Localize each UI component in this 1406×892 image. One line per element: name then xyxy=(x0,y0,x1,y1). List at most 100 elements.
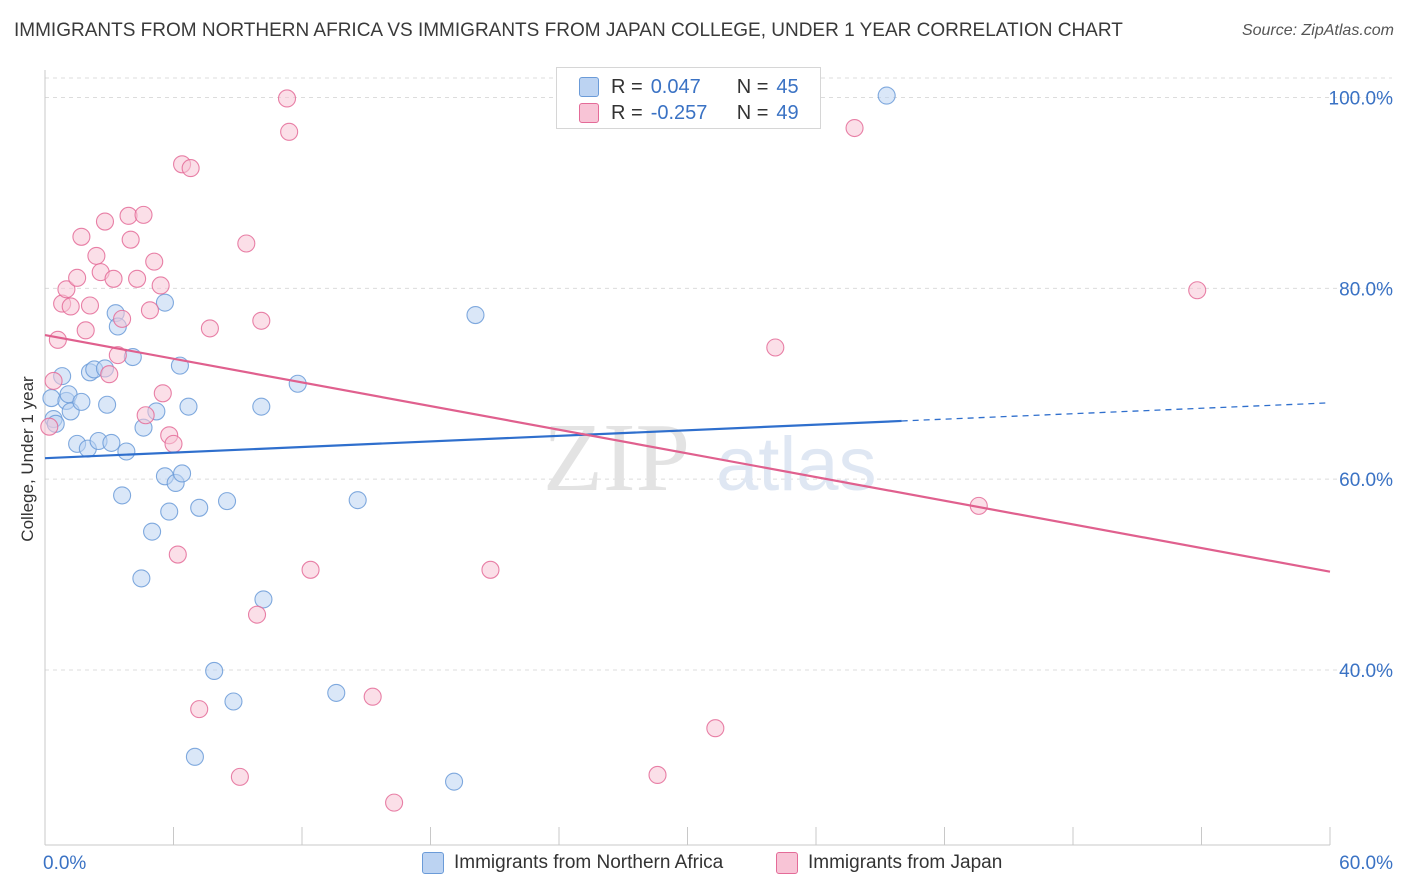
data-point xyxy=(363,687,382,706)
data-point xyxy=(185,747,204,766)
x-tick-labels: 0.0% 60.0% xyxy=(43,853,1393,874)
data-point xyxy=(224,692,243,711)
legend-label-japan: Immigrants from Japan xyxy=(808,852,1003,873)
data-point xyxy=(136,406,155,425)
trend-line-northern-africa xyxy=(44,419,902,460)
legend-item-northern-africa: Immigrants from Northern Africa xyxy=(422,852,723,874)
data-point xyxy=(327,683,346,702)
data-point xyxy=(128,269,147,288)
data-point xyxy=(237,234,256,253)
data-point xyxy=(190,498,209,517)
trend-line-extension xyxy=(901,402,1331,422)
data-point xyxy=(104,269,123,288)
data-point xyxy=(190,700,209,719)
series-japan xyxy=(40,89,1207,812)
data-point xyxy=(87,246,106,265)
data-point xyxy=(247,605,267,624)
data-point xyxy=(113,486,132,505)
data-point xyxy=(277,89,297,108)
data-point xyxy=(706,719,725,738)
data-point xyxy=(230,767,249,786)
legend-n-label: N = xyxy=(736,75,769,98)
y-tick-label: 80.0% xyxy=(1339,279,1393,300)
data-point xyxy=(766,338,785,357)
y-tick-label: 60.0% xyxy=(1339,470,1393,491)
data-point xyxy=(145,252,164,271)
legend-r-label: R = xyxy=(611,75,643,98)
data-point xyxy=(108,346,127,365)
legend-r-value: 0.047 xyxy=(650,75,701,98)
data-point xyxy=(100,365,119,384)
data-point xyxy=(181,159,200,178)
legend-item-japan: Immigrants from Japan xyxy=(776,852,1002,874)
data-point xyxy=(1188,281,1207,300)
data-point xyxy=(445,772,464,791)
data-point xyxy=(113,309,132,328)
trend-line-japan xyxy=(44,334,1331,573)
legend-swatch-northern-africa xyxy=(579,77,599,97)
data-point xyxy=(301,560,320,579)
data-point xyxy=(143,522,162,541)
legend-row-northern-africa: R = 0.047 N = 45 xyxy=(579,74,799,100)
watermark: ZIP atlas xyxy=(543,404,877,512)
data-point xyxy=(153,384,172,403)
data-point xyxy=(164,434,183,453)
data-point xyxy=(48,330,67,349)
data-point xyxy=(155,293,174,312)
data-point xyxy=(348,491,367,510)
data-point xyxy=(205,661,224,681)
legend-n-value: 45 xyxy=(776,75,799,98)
data-point xyxy=(72,392,91,411)
legend-swatch-japan xyxy=(776,852,798,874)
data-point xyxy=(280,122,299,141)
y-tick-labels: 40.0% 60.0% 80.0% 100.0% xyxy=(1329,89,1394,683)
data-point xyxy=(845,118,864,138)
data-point xyxy=(877,86,896,105)
data-point xyxy=(385,793,404,812)
data-point xyxy=(40,417,59,436)
trend-lines xyxy=(44,334,1331,573)
x-tick-label-min: 0.0% xyxy=(43,853,86,874)
data-point xyxy=(76,321,95,340)
legend-n-label: N = xyxy=(736,101,769,124)
chart-title: IMMIGRANTS FROM NORTHERN AFRICA VS IMMIG… xyxy=(14,20,1123,41)
legend-row-japan: R = -0.257 N = 49 xyxy=(579,100,799,126)
correlation-legend: R = 0.047 N = 45 R = -0.257 N = 49 xyxy=(556,67,821,129)
legend-n-value: 49 xyxy=(776,101,799,124)
data-point xyxy=(481,560,500,579)
data-point xyxy=(151,276,170,295)
gridlines xyxy=(45,77,1392,671)
data-point xyxy=(132,569,151,588)
data-point xyxy=(102,433,121,452)
data-point xyxy=(80,296,100,315)
data-point xyxy=(648,765,667,785)
legend-r-label: R = xyxy=(611,101,643,124)
data-point xyxy=(140,301,159,320)
watermark-atlas: atlas xyxy=(716,422,877,507)
data-point xyxy=(252,311,271,330)
series-legend: Immigrants from Northern Africa Immigran… xyxy=(0,852,1406,878)
data-point xyxy=(117,442,136,461)
data-point xyxy=(121,230,140,249)
data-point xyxy=(42,389,61,408)
x-tick-label-max: 60.0% xyxy=(1339,853,1393,874)
data-point xyxy=(160,502,179,521)
data-point xyxy=(254,590,273,609)
data-point xyxy=(168,545,187,564)
data-point xyxy=(252,397,271,416)
legend-swatch-northern-africa xyxy=(422,852,444,874)
data-point xyxy=(68,268,87,287)
data-point xyxy=(217,492,237,511)
data-point xyxy=(173,464,192,483)
y-axis-label: College, Under 1 year xyxy=(18,376,37,542)
data-point xyxy=(72,227,91,246)
data-point xyxy=(179,397,198,416)
legend-r-value: -0.257 xyxy=(650,101,708,124)
watermark-zip: ZIP xyxy=(543,404,690,512)
data-point xyxy=(57,280,76,299)
data-point xyxy=(119,206,138,225)
data-point xyxy=(134,205,153,224)
data-point xyxy=(98,395,117,414)
data-point xyxy=(44,371,63,390)
